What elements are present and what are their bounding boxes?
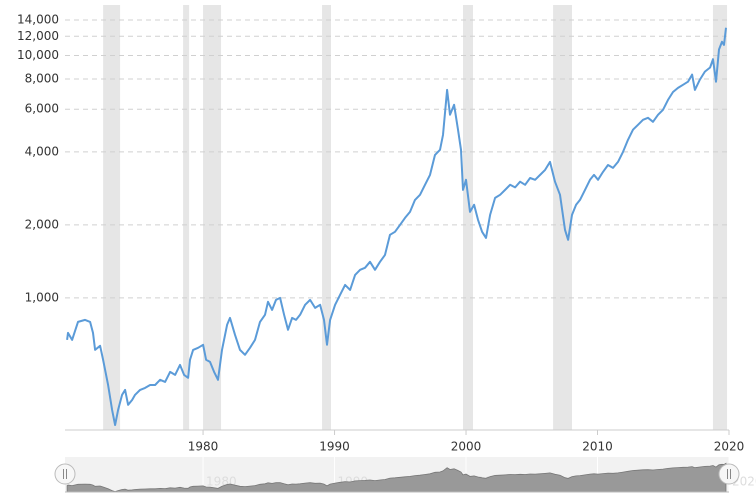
y-tick-label: 14,000 xyxy=(17,13,59,27)
navigator-area xyxy=(66,462,727,493)
y-tick-label: 10,000 xyxy=(17,48,59,62)
y-tick-label: 4,000 xyxy=(25,144,59,158)
y-tick-label: 8,000 xyxy=(25,71,59,85)
x-tick-label: 2020 xyxy=(714,440,745,454)
recession-bands xyxy=(103,5,728,430)
grid: 1,000 2,000 4,000 6,000 8,000 10,000 12,000 14,… xyxy=(17,13,744,454)
y-tick-label: 6,000 xyxy=(25,102,59,116)
recession-band xyxy=(712,5,728,430)
recession-band xyxy=(183,5,190,430)
recession-band xyxy=(203,5,222,430)
recession-band xyxy=(103,5,121,430)
recession-band xyxy=(463,5,473,430)
x-tick-label: 2010 xyxy=(582,440,613,454)
y-tick-label: 1,000 xyxy=(25,290,59,304)
navigator-handle-left[interactable] xyxy=(54,463,76,485)
x-tick-label: 1980 xyxy=(188,440,219,454)
x-tick-label: 2000 xyxy=(451,440,482,454)
y-tick-label: 12,000 xyxy=(17,29,59,43)
handle[interactable] xyxy=(54,463,76,485)
plot xyxy=(66,27,727,426)
recession-band xyxy=(322,5,331,430)
y-tick-label: 2,000 xyxy=(25,217,59,231)
navigator-handle-right[interactable] xyxy=(718,463,740,485)
data-line xyxy=(66,27,727,426)
handle[interactable] xyxy=(718,463,740,485)
x-tick-label: 1990 xyxy=(319,440,350,454)
